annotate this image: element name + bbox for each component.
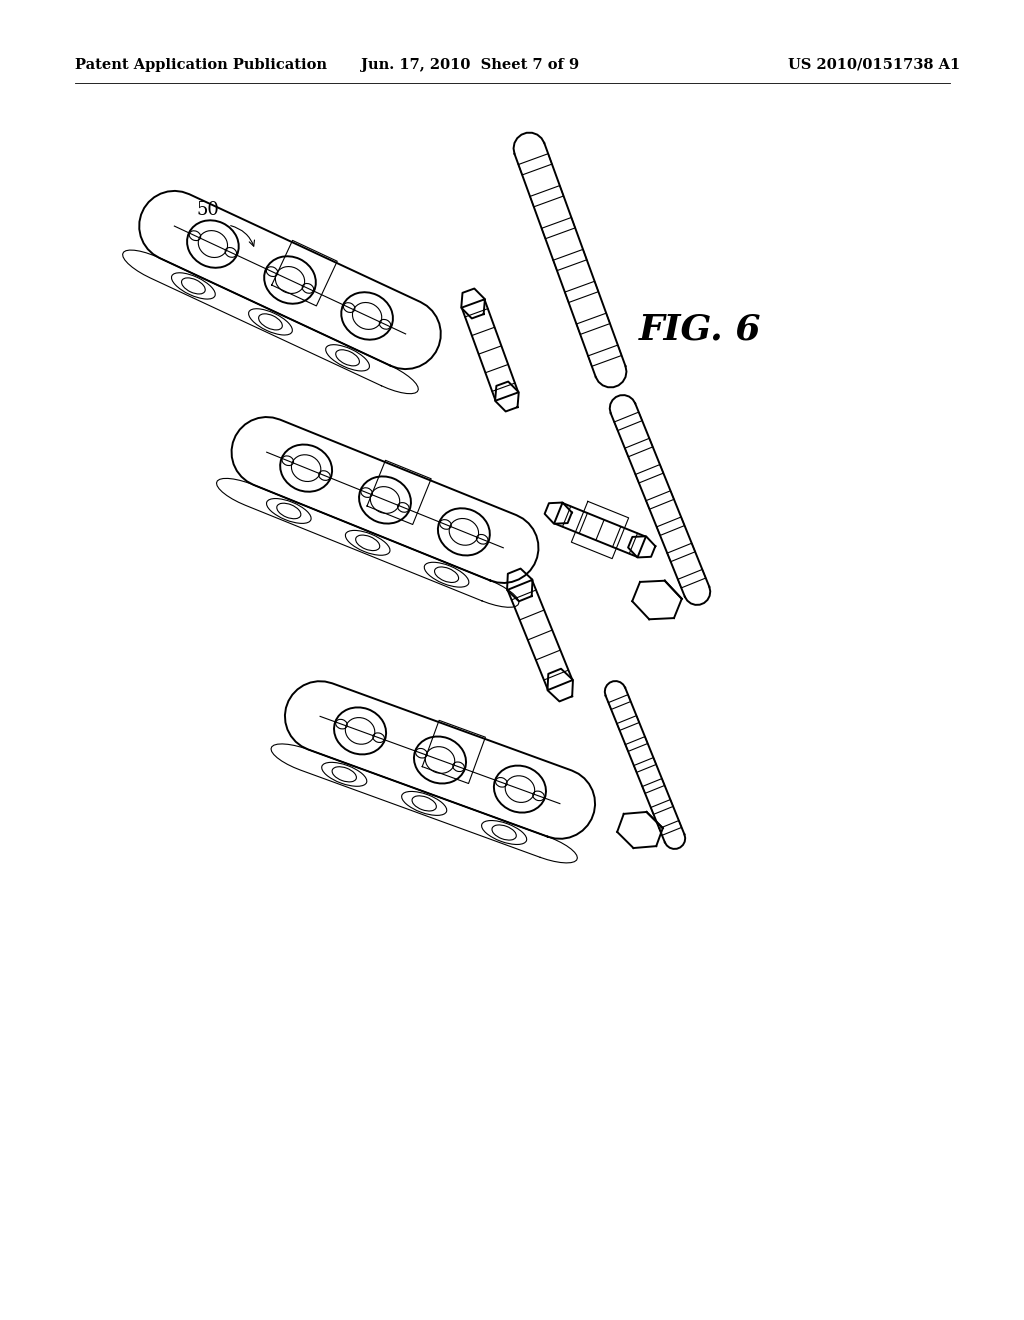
Text: 50: 50: [197, 201, 219, 219]
Text: US 2010/0151738 A1: US 2010/0151738 A1: [787, 58, 961, 73]
Text: Patent Application Publication: Patent Application Publication: [75, 58, 327, 73]
Text: Jun. 17, 2010  Sheet 7 of 9: Jun. 17, 2010 Sheet 7 of 9: [360, 58, 579, 73]
Text: FIG. 6: FIG. 6: [639, 313, 761, 347]
